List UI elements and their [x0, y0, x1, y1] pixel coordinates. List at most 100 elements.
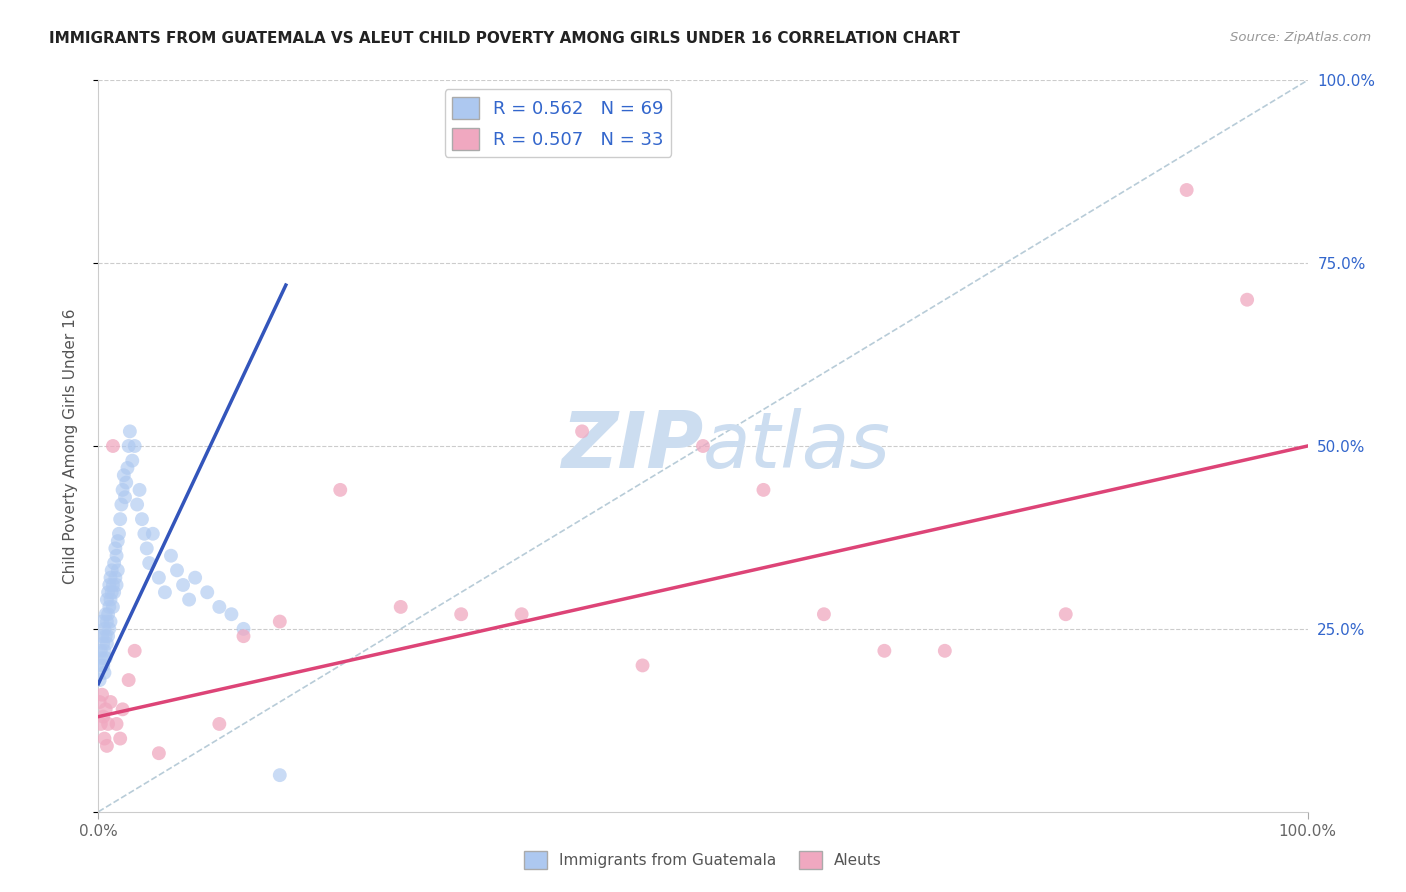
Point: [179, 592, 201, 607]
Point: [105, 549, 128, 563]
Point: [101, 599, 124, 614]
Point: [221, 607, 243, 622]
Point: [96, 592, 118, 607]
Point: [100, 592, 122, 607]
Point: [131, 512, 153, 526]
Point: [90, 658, 112, 673]
Point: [813, 607, 835, 622]
Point: [97, 717, 120, 731]
Point: [89, 673, 111, 687]
Text: ZIP: ZIP: [561, 408, 703, 484]
Point: [91, 636, 114, 650]
Point: [98, 578, 121, 592]
Point: [108, 731, 131, 746]
Point: [97, 607, 120, 622]
Point: [571, 425, 593, 439]
Point: [450, 607, 472, 622]
Point: [90, 644, 112, 658]
Point: [97, 629, 120, 643]
Point: [208, 717, 231, 731]
Point: [232, 629, 254, 643]
Point: [91, 651, 114, 665]
Point: [172, 578, 194, 592]
Point: [94, 607, 117, 622]
Point: [128, 483, 150, 497]
Point: [93, 731, 115, 746]
Point: [631, 658, 654, 673]
Point: [208, 599, 231, 614]
Point: [269, 615, 291, 629]
Point: [118, 439, 141, 453]
Point: [160, 549, 183, 563]
Point: [96, 615, 118, 629]
Point: [100, 615, 122, 629]
Point: [91, 629, 114, 643]
Point: [98, 599, 121, 614]
Point: [103, 585, 125, 599]
Point: [232, 622, 254, 636]
Point: [111, 702, 134, 716]
Point: [94, 702, 117, 716]
Point: [89, 695, 111, 709]
Point: [91, 688, 114, 702]
Point: [127, 498, 149, 512]
Point: [184, 571, 207, 585]
Point: [96, 739, 118, 753]
Point: [115, 475, 138, 490]
Point: [104, 571, 127, 585]
Point: [100, 571, 122, 585]
Point: [108, 526, 131, 541]
Point: [1175, 183, 1198, 197]
Point: [100, 585, 122, 599]
Point: [100, 563, 122, 577]
Point: [107, 563, 129, 577]
Point: [166, 563, 188, 577]
Point: [118, 673, 141, 687]
Point: [153, 585, 176, 599]
Point: [110, 498, 132, 512]
Point: [142, 526, 165, 541]
Point: [124, 439, 146, 453]
Point: [93, 665, 115, 680]
Point: [138, 556, 160, 570]
Point: [91, 709, 114, 723]
Point: [104, 541, 127, 556]
Text: Source: ZipAtlas.com: Source: ZipAtlas.com: [1230, 31, 1371, 45]
Point: [94, 629, 117, 643]
Point: [124, 644, 146, 658]
Point: [101, 439, 124, 453]
Point: [91, 658, 114, 673]
Point: [98, 622, 121, 636]
Point: [100, 695, 122, 709]
Point: [134, 526, 156, 541]
Point: [90, 717, 112, 731]
Point: [752, 483, 775, 497]
Point: [135, 541, 157, 556]
Text: IMMIGRANTS FROM GUATEMALA VS ALEUT CHILD POVERTY AMONG GIRLS UNDER 16 CORRELATIO: IMMIGRANTS FROM GUATEMALA VS ALEUT CHILD…: [49, 31, 960, 46]
Legend: Immigrants from Guatemala, Aleuts: Immigrants from Guatemala, Aleuts: [517, 845, 889, 875]
Point: [94, 651, 117, 665]
Point: [108, 512, 131, 526]
Point: [91, 615, 114, 629]
Text: atlas: atlas: [703, 408, 891, 484]
Point: [101, 578, 124, 592]
Legend: R = 0.562   N = 69, R = 0.507   N = 33: R = 0.562 N = 69, R = 0.507 N = 33: [444, 89, 671, 157]
Point: [111, 483, 134, 497]
Point: [1054, 607, 1077, 622]
Point: [148, 746, 170, 760]
Point: [389, 599, 412, 614]
Point: [93, 644, 115, 658]
Point: [93, 622, 115, 636]
Point: [112, 468, 135, 483]
Point: [103, 556, 125, 570]
Point: [692, 439, 714, 453]
Point: [269, 768, 291, 782]
Point: [510, 607, 533, 622]
Point: [934, 644, 956, 658]
Point: [96, 636, 118, 650]
Point: [114, 490, 136, 504]
Point: [873, 644, 896, 658]
Point: [97, 585, 120, 599]
Point: [105, 717, 128, 731]
Point: [107, 534, 129, 549]
